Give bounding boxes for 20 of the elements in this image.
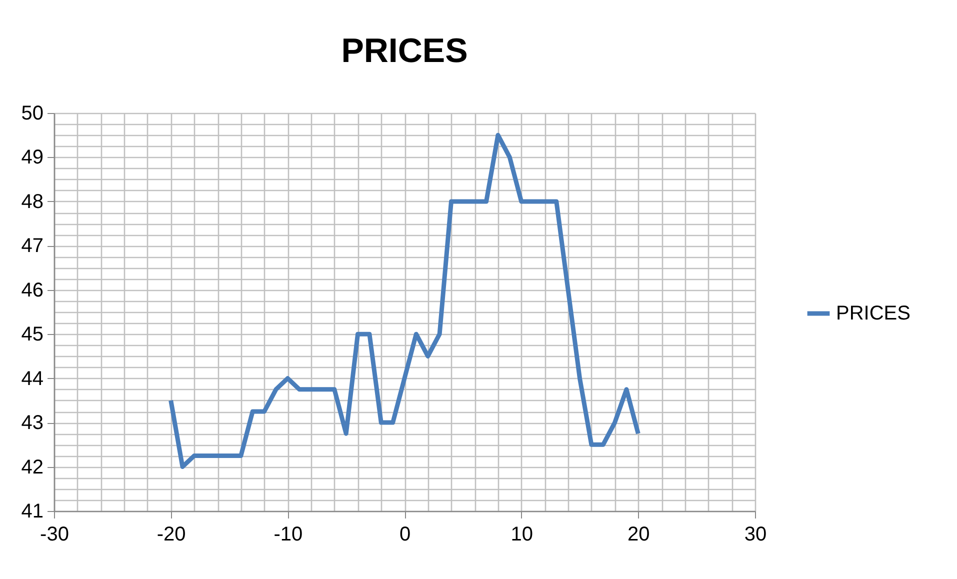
x-tick-label: -20 xyxy=(156,524,186,546)
y-tick-label: 42 xyxy=(21,456,44,478)
y-tick-label: 46 xyxy=(21,279,44,302)
y-tick-label: 41 xyxy=(21,500,44,522)
x-tick-label: 0 xyxy=(399,524,411,546)
x-tick-label: -30 xyxy=(40,524,69,546)
x-tick-label: 20 xyxy=(628,524,650,546)
y-tick-label: 47 xyxy=(21,235,44,258)
legend-label: PRICES xyxy=(836,302,910,324)
y-tick-label: 48 xyxy=(21,190,44,213)
chart-title: PRICES xyxy=(341,32,468,70)
y-tick-label: 45 xyxy=(21,324,44,346)
x-tick-label: 30 xyxy=(744,524,767,546)
y-tick-label: 49 xyxy=(21,146,44,169)
x-tick-label: 10 xyxy=(510,524,533,546)
y-tick-label: 50 xyxy=(21,102,44,124)
y-tick-label: 43 xyxy=(21,412,44,434)
x-tick-label: -10 xyxy=(274,524,303,546)
line-series xyxy=(168,132,640,470)
y-tick-label: 44 xyxy=(21,368,44,390)
